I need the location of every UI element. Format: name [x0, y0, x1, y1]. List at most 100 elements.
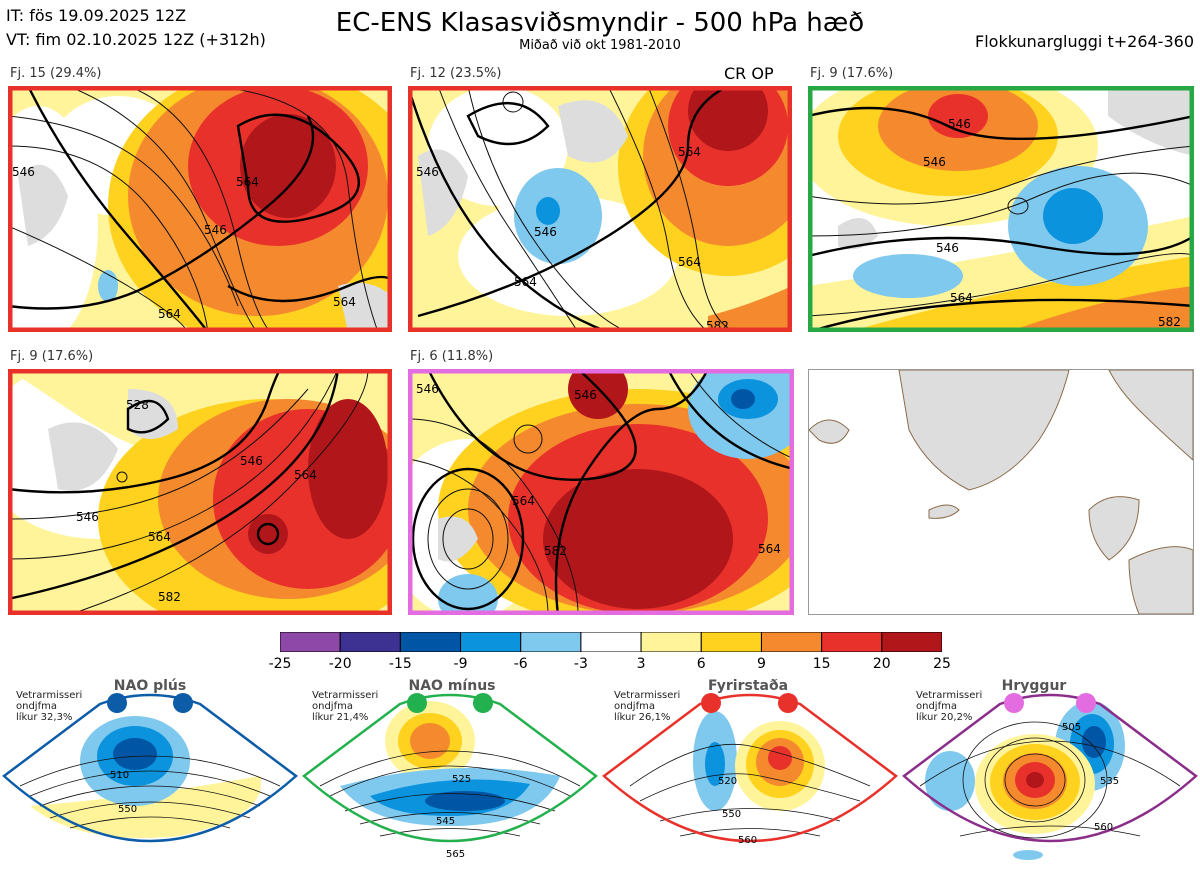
regime-2-contour-label: 565 [446, 849, 465, 860]
colorbar-segment [640, 631, 702, 653]
regime-3-desc-line: Vetrarmisseri [614, 690, 681, 701]
regime-1-desc: Vetrarmisseri ondjfma líkur 32,3% [16, 690, 82, 723]
cluster-5-map: 546 546 564 582 564 [408, 369, 794, 615]
regime-3: Vetrarmisseri ondjfma líkur 26,1% Fyrirs… [600, 676, 900, 871]
p4-contour-label: 546 [76, 510, 99, 524]
regime-2: Vetrarmisseri ondjfma líkur 21,4% NAO mí… [300, 676, 600, 871]
p4-contour-label: 546 [240, 454, 263, 468]
colorbar-segment [760, 631, 823, 653]
colorbar-segment [339, 631, 401, 653]
cluster-1-label: Fj. 15 (29.4%) [10, 66, 102, 81]
p2-contour-label: 564 [678, 145, 701, 159]
colorbar-tick-label: -20 [328, 656, 352, 672]
colorbar-tick-label: 3 [636, 656, 646, 672]
regime-2-contour-label: 545 [436, 816, 455, 827]
p5-contour-label: 582 [544, 544, 567, 558]
colorbar-tick-label: 9 [756, 656, 766, 672]
regime-3-dot [778, 693, 798, 713]
regime-3-desc-line: líkur 26,1% [614, 712, 671, 723]
regime-3-desc: Vetrarmisseri ondjfma líkur 26,1% [614, 690, 680, 723]
colorbar-segment [821, 631, 883, 653]
p1-contour-label: 546 [204, 223, 227, 237]
cluster-4-map: 528 546 546 564 564 582 [8, 369, 392, 615]
cluster-2-svg: 546 546 564 564 582 564 [408, 86, 792, 332]
colorbar-tick-label: 6 [696, 656, 706, 672]
cluster-4-label: Fj. 9 (17.6%) [10, 349, 94, 364]
regime-1-desc-line: líkur 32,3% [16, 712, 73, 723]
empty-map-svg [809, 370, 1193, 614]
colorbar-tick-label: 15 [812, 656, 831, 672]
colorbar-tick-label: -9 [453, 656, 468, 672]
p3-border [808, 86, 1194, 332]
valid-time: VT: fim 02.10.2025 12Z (+312h) [6, 30, 266, 49]
regime-4-desc-line: líkur 20,2% [916, 712, 973, 723]
cluster-3-map: 546 546 546 564 582 [808, 86, 1194, 332]
p2-border [408, 86, 792, 332]
cluster-2-label: Fj. 12 (23.5%) [410, 66, 502, 81]
p4-contour-label: 564 [294, 468, 317, 482]
p4-border [8, 369, 392, 615]
colorbar-segment [399, 631, 462, 653]
colorbar-segment [460, 631, 522, 653]
regime-1-dot [173, 693, 193, 713]
regime-1-desc-line: Vetrarmisseri [16, 690, 83, 701]
regime-3-dot [701, 693, 721, 713]
regime-3-title: Fyrirstaða [707, 678, 789, 694]
cluster-5-svg: 546 546 564 582 564 [408, 369, 794, 615]
p1-contour-label: 546 [12, 165, 35, 179]
p3-contour-label: 564 [950, 291, 973, 305]
regime-2-desc: Vetrarmisseri ondjfma líkur 21,4% [312, 690, 378, 723]
colorbar-tick-label: 25 [933, 656, 951, 672]
regime-3-outline [602, 693, 898, 843]
cluster-2-map: 546 546 564 564 582 564 [408, 86, 792, 332]
regime-4-map: 505 535 560 [902, 693, 1198, 860]
regime-2-dot [407, 693, 427, 713]
p4-contour-label: 582 [158, 590, 181, 604]
colorbar-tick-label: 20 [872, 656, 891, 672]
regime-1-contour-label: 550 [118, 804, 137, 815]
p3-contour-label: 546 [948, 117, 971, 131]
regime-2-outline [302, 693, 598, 843]
regime-2-desc-line: ondjfma [312, 701, 353, 712]
regime-3-contour-label: 520 [718, 776, 737, 787]
p5-contour-label: 546 [416, 382, 439, 396]
p1-contour-label: 564 [236, 175, 259, 189]
regime-3-desc-line: ondjfma [614, 701, 655, 712]
regime-4-desc-line: Vetrarmisseri [916, 690, 983, 701]
regime-4-outline [902, 693, 1198, 843]
colorbar-segment [881, 631, 943, 653]
colorbar-labels: -25 -20 -15 -9 -6 -3 3 6 9 15 20 25 [269, 656, 951, 674]
p2-contour-label: 564 [678, 255, 701, 269]
p5-contour-label: 546 [574, 388, 597, 402]
cluster-window: Flokkunargluggi t+264-360 [975, 32, 1194, 51]
regime-3-contour-label: 560 [738, 835, 757, 846]
regime-1-outline [2, 693, 298, 843]
empty-map [808, 369, 1194, 615]
regime-1-dot [107, 693, 127, 713]
cluster-4-svg: 528 546 546 564 564 582 [8, 369, 392, 615]
regime-4-title: Hryggur [1001, 678, 1067, 694]
regime-1-desc-line: ondjfma [16, 701, 57, 712]
colorbar-tick-label: -6 [513, 656, 528, 672]
p5-contour-label: 564 [512, 494, 535, 508]
regime-4: Vetrarmisseri ondjfma líkur 20,2% Hryggu… [900, 676, 1200, 871]
p1-border [8, 86, 392, 332]
p1-contour-label: 564 [158, 307, 181, 321]
colorbar-segment [520, 631, 582, 653]
regime-2-contour-label: 525 [452, 774, 471, 785]
cluster-3-label: Fj. 9 (17.6%) [810, 66, 894, 81]
regime-4-desc-line: ondjfma [916, 701, 957, 712]
regime-4-contour-label: 505 [1062, 722, 1081, 733]
regime-3-map: 520 550 560 [602, 693, 898, 846]
p3-contour-label: 582 [1158, 315, 1181, 329]
regime-2-desc-line: Vetrarmisseri [312, 690, 379, 701]
regime-4-dot [1004, 693, 1024, 713]
regime-1-map: 510 550 [2, 693, 298, 843]
colorbar-segment [700, 631, 762, 653]
p4-contour-label: 564 [148, 530, 171, 544]
colorbar-segment [279, 631, 341, 653]
regime-4-desc: Vetrarmisseri ondjfma líkur 20,2% [916, 690, 982, 723]
colorbar-segment [580, 631, 642, 653]
colorbar-tick-label: -3 [573, 656, 588, 672]
colorbar-tick-label: -25 [268, 656, 292, 672]
